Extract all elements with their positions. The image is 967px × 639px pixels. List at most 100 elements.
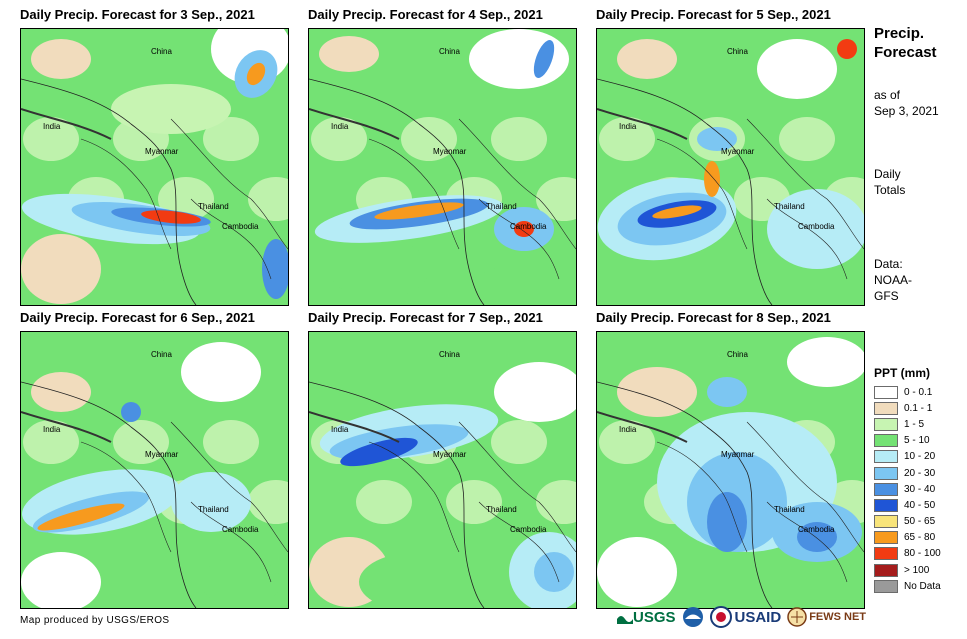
- legend-label: > 100: [904, 564, 930, 576]
- legend-item: No Data: [874, 578, 941, 594]
- legend-item: 0.1 - 1: [874, 400, 941, 416]
- legend-item: 20 - 30: [874, 465, 941, 481]
- legend-item: > 100: [874, 562, 941, 578]
- legend-item: 50 - 65: [874, 514, 941, 530]
- partner-logos: USGS USAID FEWS NET: [617, 606, 866, 628]
- legend-swatch: [874, 385, 898, 399]
- legend-swatch: [874, 417, 898, 431]
- panel-title: Daily Precip. Forecast for 7 Sep., 2021: [308, 310, 543, 325]
- legend-swatch: [874, 563, 898, 577]
- panel-title: Daily Precip. Forecast for 6 Sep., 2021: [20, 310, 255, 325]
- daily-label: Daily: [874, 167, 901, 181]
- legend-swatch: [874, 450, 898, 464]
- map-label-india: India: [619, 425, 637, 434]
- map-label-thailand: Thailand: [774, 505, 805, 514]
- map-label-india: India: [43, 122, 61, 131]
- legend-label: 1 - 5: [904, 418, 925, 430]
- map-label-myanmar: Myanmar: [433, 147, 467, 156]
- as-of-value: Sep 3, 2021: [874, 104, 939, 118]
- map-label-thailand: Thailand: [774, 202, 805, 211]
- precip-map: China India Myanmar Thailand Cambodia: [308, 331, 577, 609]
- legend-label: 30 - 40: [904, 483, 936, 495]
- legend-item: 80 - 100: [874, 546, 941, 562]
- map-label-cambodia: Cambodia: [798, 222, 835, 231]
- map-label-myanmar: Myanmar: [145, 450, 179, 459]
- usaid-logo: USAID: [709, 606, 781, 628]
- legend-label: No Data: [904, 580, 941, 592]
- legend-label: 0.1 - 1: [904, 402, 933, 414]
- legend-swatch: [874, 434, 898, 448]
- map-label-india: India: [331, 122, 349, 131]
- map-label-myanmar: Myanmar: [721, 147, 755, 156]
- precip-map: China India Myanmar Thailand Cambodia: [20, 28, 289, 306]
- panel-title: Daily Precip. Forecast for 8 Sep., 2021: [596, 310, 831, 325]
- legend-swatch: [874, 515, 898, 529]
- legend-label: 80 - 100: [904, 548, 941, 560]
- map-credit: Map produced by USGS/EROS: [20, 615, 170, 626]
- panel-title: Daily Precip. Forecast for 5 Sep., 2021: [596, 7, 831, 22]
- legend-item: 65 - 80: [874, 530, 941, 546]
- map-label-thailand: Thailand: [198, 505, 229, 514]
- map-label-thailand: Thailand: [486, 505, 517, 514]
- map-label-thailand: Thailand: [486, 202, 517, 211]
- map-label-china: China: [151, 47, 172, 56]
- precip-map: China India Myanmar Thailand Cambodia: [308, 28, 577, 306]
- legend-title: PPT (mm): [874, 366, 931, 380]
- totals-label: Totals: [874, 183, 906, 197]
- legend-label: 20 - 30: [904, 467, 936, 479]
- legend-item: 1 - 5: [874, 416, 941, 432]
- map-label-myanmar: Myanmar: [433, 450, 467, 459]
- legend-label: 40 - 50: [904, 499, 936, 511]
- panel-title: Daily Precip. Forecast for 4 Sep., 2021: [308, 7, 543, 22]
- data-label: Data:: [874, 257, 903, 271]
- forecast-panel-sep-8: Daily Precip. Forecast for 8 Sep., 2021 …: [596, 310, 887, 610]
- legend-label: 50 - 65: [904, 516, 936, 528]
- legend-swatch: [874, 531, 898, 545]
- map-label-india: India: [331, 425, 349, 434]
- fews-net-logo: FEWS NET: [787, 607, 866, 627]
- as-of-label: as of: [874, 88, 901, 102]
- forecast-panel-sep-5: Daily Precip. Forecast for 5 Sep., 2021 …: [596, 7, 887, 307]
- title-line-2: Forecast: [874, 44, 937, 61]
- data-source-line-1: NOAA-: [874, 273, 913, 287]
- forecast-title: Precip. Forecast: [874, 24, 937, 62]
- legend-swatch: [874, 579, 898, 593]
- legend-item: 30 - 40: [874, 481, 941, 497]
- map-label-thailand: Thailand: [198, 202, 229, 211]
- panel-title: Daily Precip. Forecast for 3 Sep., 2021: [20, 7, 255, 22]
- legend-item: 5 - 10: [874, 433, 941, 449]
- daily-totals-note: Daily Totals: [874, 166, 905, 198]
- legend-swatch: [874, 466, 898, 480]
- legend-item: 0 - 0.1: [874, 384, 941, 400]
- data-source: Data: NOAA- GFS: [874, 256, 912, 304]
- map-label-india: India: [619, 122, 637, 131]
- legend-label: 65 - 80: [904, 532, 936, 544]
- map-label-myanmar: Myanmar: [721, 450, 755, 459]
- forecast-panel-sep-4: Daily Precip. Forecast for 4 Sep., 2021 …: [308, 7, 599, 307]
- legend-item: 40 - 50: [874, 497, 941, 513]
- map-label-myanmar: Myanmar: [145, 147, 179, 156]
- noaa-logo-icon: [682, 607, 703, 627]
- precip-legend: PPT (mm) 0 - 0.1 0.1 - 1 1 - 5 5 - 10 10 - 2…: [874, 366, 941, 594]
- forecast-panel-sep-7: Daily Precip. Forecast for 7 Sep., 2021 …: [308, 310, 599, 610]
- legend-label: 5 - 10: [904, 435, 930, 447]
- map-label-india: India: [43, 425, 61, 434]
- legend-label: 0 - 0.1: [904, 386, 933, 398]
- map-label-cambodia: Cambodia: [510, 222, 547, 231]
- legend-swatch: [874, 482, 898, 496]
- map-label-cambodia: Cambodia: [222, 222, 259, 231]
- forecast-panel-sep-3: Daily Precip. Forecast for 3 Sep., 2021 …: [20, 7, 311, 307]
- usaid-seal-icon: [709, 606, 732, 628]
- legend-label: 10 - 20: [904, 451, 936, 463]
- legend-swatch: [874, 401, 898, 415]
- forecast-panel-sep-6: Daily Precip. Forecast for 6 Sep., 2021 …: [20, 310, 311, 610]
- map-label-china: China: [439, 350, 460, 359]
- fews-globe-icon: [787, 607, 807, 627]
- legend-swatch: [874, 498, 898, 512]
- legend-swatch: [874, 547, 898, 561]
- usgs-wave-icon: [617, 616, 633, 624]
- map-label-china: China: [439, 47, 460, 56]
- map-label-cambodia: Cambodia: [798, 525, 835, 534]
- title-line-1: Precip.: [874, 25, 925, 42]
- map-label-china: China: [727, 350, 748, 359]
